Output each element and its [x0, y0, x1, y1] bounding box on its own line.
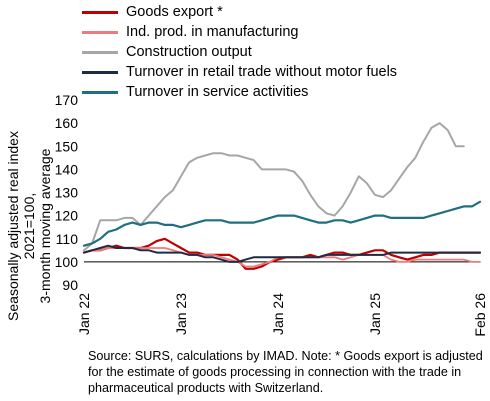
x-tick-label: Jan 22 — [76, 293, 92, 335]
series-line-0 — [82, 237, 482, 270]
legend-label-retail: Turnover in retail trade without motor f… — [126, 64, 398, 80]
legend-label-ind-prod: Ind. prod. in manufacturing — [126, 24, 299, 40]
legend-item-ind-prod: Ind. prod. in manufacturing — [82, 22, 397, 42]
legend-item-goods-export: Goods export * — [82, 2, 397, 22]
legend-swatch-ind-prod — [82, 30, 118, 34]
chart-legend: Goods export * Ind. prod. in manufacturi… — [82, 2, 397, 102]
legend-label-goods-export: Goods export * — [126, 4, 223, 20]
x-tick-labels: Jan 22 Jan 23 Jan 24 Jan 25 Feb 26 — [76, 293, 488, 337]
y-tick-label: 130 — [55, 185, 79, 201]
y-tick-label: 100 — [55, 254, 79, 270]
y-tick-label: 150 — [55, 138, 79, 154]
x-tick-label: Jan 23 — [173, 293, 189, 335]
legend-swatch-services — [82, 90, 118, 94]
series-line-4 — [82, 200, 482, 247]
series-line-2 — [83, 122, 465, 252]
legend-item-retail: Turnover in retail trade without motor f… — [82, 62, 397, 82]
legend-label-services: Turnover in service activities — [126, 84, 309, 100]
y-tick-label: 170 — [55, 92, 79, 108]
legend-swatch-construction — [82, 50, 118, 54]
x-tick-label: Jan 25 — [367, 293, 383, 335]
series-lines — [82, 122, 482, 270]
x-tick-label: Feb 26 — [472, 293, 488, 337]
series-line-3 — [83, 244, 481, 263]
legend-swatch-goods-export — [82, 10, 118, 14]
legend-item-construction: Construction output — [82, 42, 397, 62]
y-tick-label: 120 — [55, 208, 79, 224]
source-note: Source: SURS, calculations by IMAD. Note… — [88, 349, 483, 395]
legend-label-construction: Construction output — [126, 44, 252, 60]
legend-swatch-retail — [82, 70, 118, 74]
y-tick-labels: 90 100 110 120 130 140 150 160 170 — [55, 92, 79, 293]
y-tick-label: 160 — [55, 115, 79, 131]
x-tick-label: Jan 24 — [270, 293, 286, 335]
y-tick-label: 90 — [62, 277, 78, 293]
legend-item-services: Turnover in service activities — [82, 82, 397, 102]
y-tick-label: 110 — [56, 231, 79, 247]
y-tick-label: 140 — [55, 161, 79, 177]
